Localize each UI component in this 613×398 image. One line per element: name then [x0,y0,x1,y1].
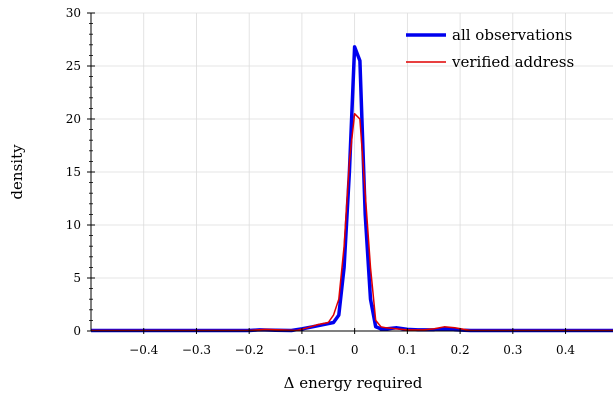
legend-label-all-observations: all observations [452,26,572,44]
x-tick-label: −0.2 [235,343,264,357]
series-lines [91,45,613,333]
x-tick-label: −0.3 [182,343,211,357]
x-tick-label: −0.4 [129,343,159,357]
legend-label-verified-address: verified address [451,53,574,71]
x-axis-label: Δ energy required [284,374,423,392]
y-tick-label: 10 [66,218,81,232]
y-tick-label: 20 [66,112,81,126]
ticks: 0 5 10 15 20 25 30 −0.4 −0.3 −0.2 −0.1 0 0.1 0.2 0.3 0.… [66,6,576,357]
series-line-all-observations [91,45,613,333]
legend: all observations verified address [406,26,574,71]
y-tick-label: 30 [66,6,81,20]
y-tick-label: 25 [66,59,81,73]
x-tick-label: 0 [351,343,359,357]
x-tick-label: 0.3 [503,343,522,357]
series-line-verified-address [91,112,613,332]
x-tick-label: −0.1 [287,343,316,357]
y-tick-label: 0 [73,324,81,338]
x-tick-label: 0.4 [556,343,575,357]
x-tick-label: 0.1 [398,343,417,357]
x-tick-label: 0.2 [451,343,470,357]
y-tick-label: 15 [66,165,81,179]
y-tick-label: 5 [73,271,81,285]
y-axis-label: density [8,144,26,200]
